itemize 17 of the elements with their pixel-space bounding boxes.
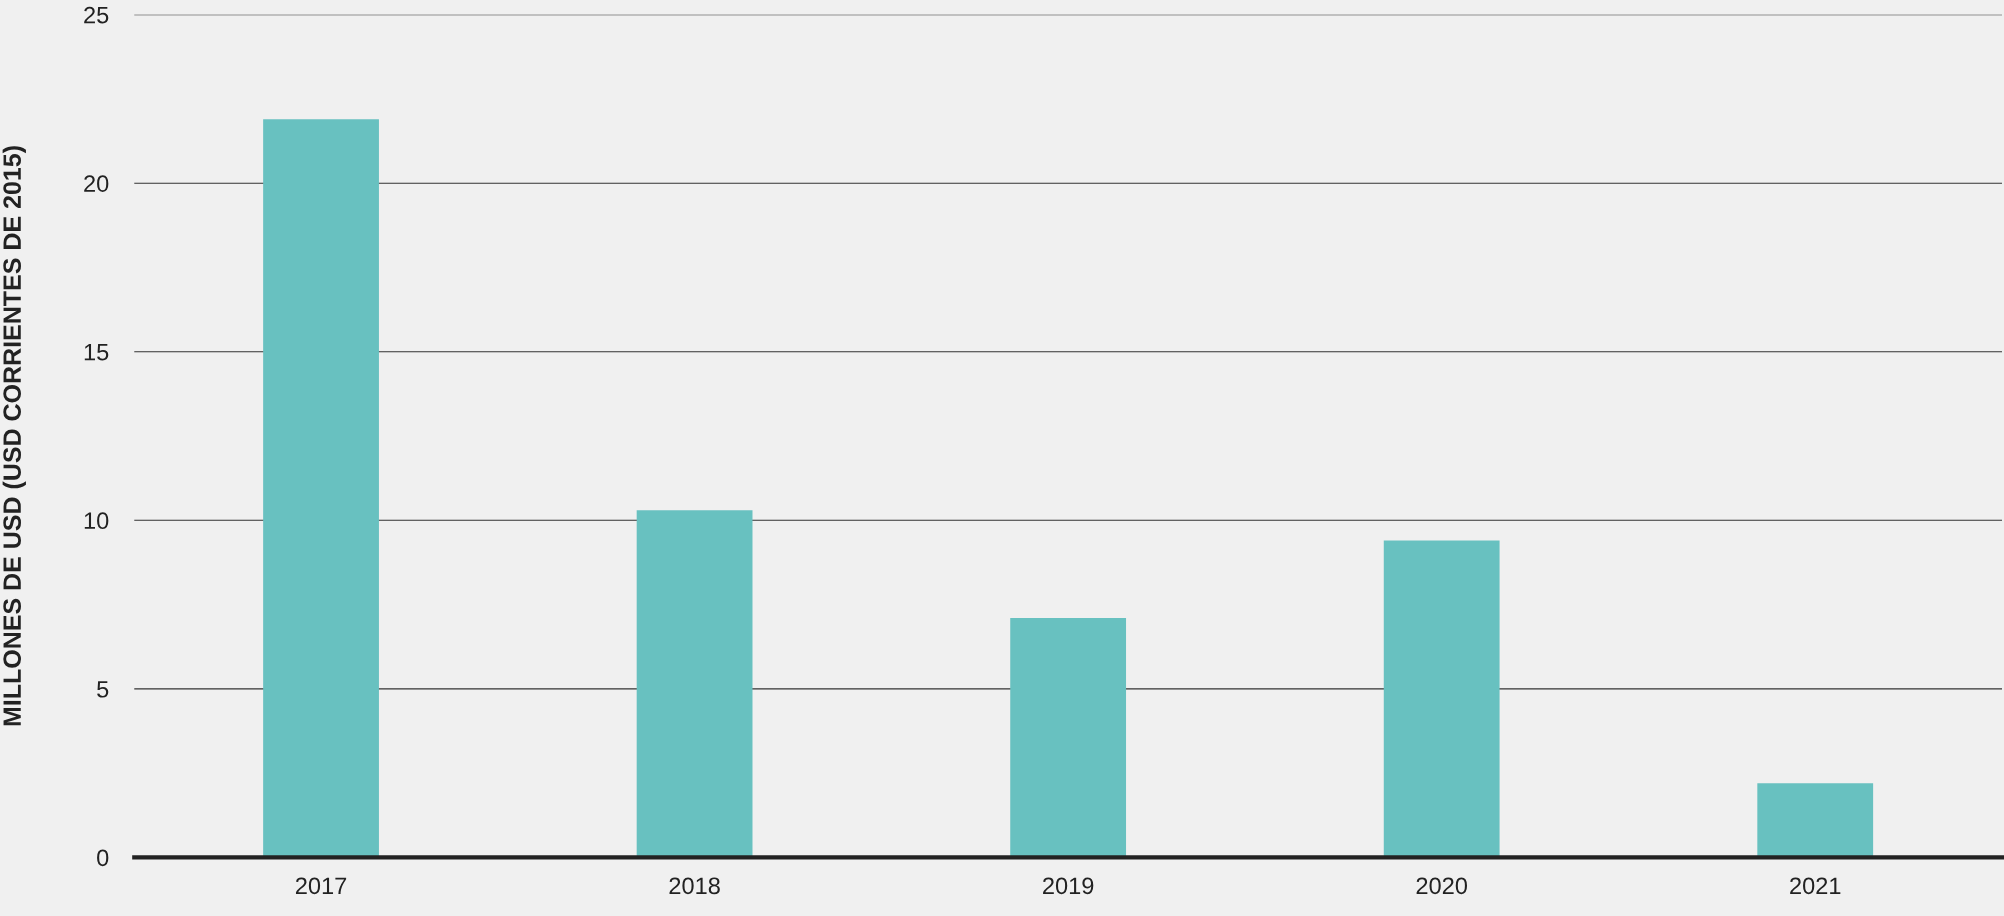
bar (1383, 540, 1500, 858)
y-tick-label: 0 (97, 849, 109, 867)
x-tick-label: 2021 (1790, 877, 1841, 895)
y-tick-label: 10 (84, 512, 109, 530)
y-tick-label: 25 (84, 6, 109, 24)
bar (636, 510, 753, 858)
bar (1010, 618, 1127, 858)
y-tick-label: 5 (97, 681, 109, 698)
y-tick-label: 15 (84, 344, 109, 361)
y-tick-label: 20 (84, 175, 109, 192)
x-tick-label: 2017 (295, 877, 347, 895)
x-tick-label: 2018 (669, 877, 720, 895)
x-tick-label: 2020 (1416, 877, 1468, 895)
y-axis-title: MILLONES DE USD (USD CORRIENTES DE 2015) (2, 146, 26, 726)
bar (263, 119, 379, 858)
x-tick-label: 2019 (1043, 877, 1094, 895)
bar (1757, 783, 1874, 858)
